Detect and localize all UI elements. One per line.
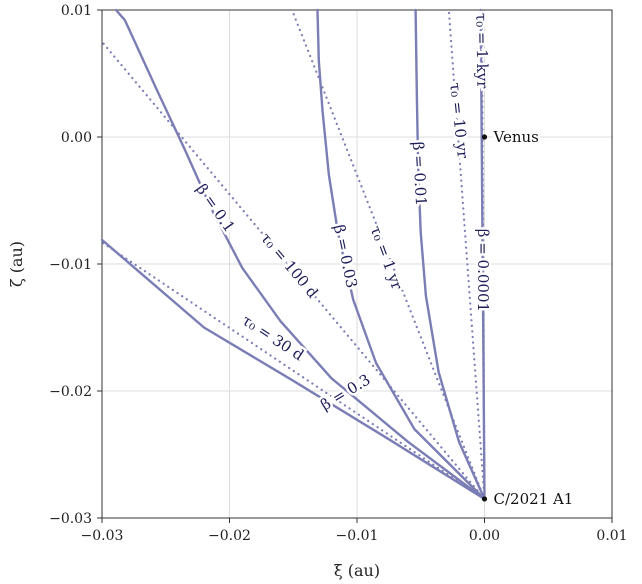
x-tick-label: −0.01 — [336, 528, 379, 544]
curve-label: τ₀ = 100 d — [257, 229, 322, 302]
series-group — [100, 8, 486, 501]
point-marker — [481, 496, 488, 502]
y-tick-label: −0.01 — [49, 257, 92, 273]
tau-line — [290, 8, 486, 501]
y-tick-label: −0.02 — [49, 384, 92, 400]
point-label: C/2021 A1 — [494, 490, 574, 508]
curve-label: τ₀ = 1 kyr — [472, 13, 491, 90]
curve-label: β = 0.1 — [192, 181, 238, 236]
curve-label: τ₀ = 1 yr — [366, 223, 406, 292]
y-tick-label: 0.00 — [61, 130, 92, 146]
x-axis-title: ξ (au) — [334, 561, 380, 580]
y-axis-title: ζ (au) — [7, 241, 26, 287]
beta-curve — [100, 238, 486, 501]
curve-label: β = 0.03 — [330, 223, 361, 290]
y-tick-label: 0.01 — [61, 3, 92, 19]
x-tick-label: 0.00 — [469, 528, 500, 544]
beta-curve — [114, 8, 486, 501]
x-tick-label: −0.02 — [208, 528, 251, 544]
curve-label: τ₀ = 10 yr — [446, 82, 472, 160]
tau-line — [100, 241, 486, 501]
point-marker — [481, 134, 488, 140]
curve-label: β = 0.01 — [409, 141, 430, 206]
point-label: Venus — [493, 128, 539, 146]
y-tick-label: −0.03 — [49, 511, 92, 527]
x-tick-label: 0.01 — [596, 528, 627, 544]
beta-curve — [316, 8, 486, 501]
tick-labels: −0.03 −0.02 −0.01 0.00 0.01 −0.03 −0.02 −0.01 0.… — [49, 3, 627, 544]
x-tick-label: −0.03 — [81, 528, 124, 544]
curve-label: τ₀ = 30 d — [239, 311, 308, 364]
points-group: C/2021 A1 Venus — [481, 126, 576, 510]
curve-label: β = 0.0001 — [474, 229, 492, 312]
tau-line — [447, 8, 486, 501]
beta-curve — [414, 8, 486, 501]
beta-curve — [479, 8, 486, 501]
